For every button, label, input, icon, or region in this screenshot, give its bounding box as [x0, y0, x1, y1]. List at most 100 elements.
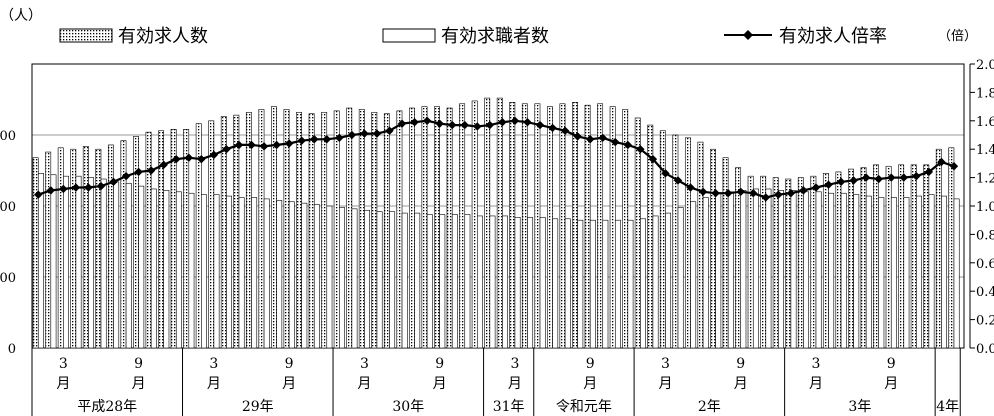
- ratio-point: [548, 123, 557, 133]
- ratio-point: [761, 193, 771, 202]
- ratio-point: [71, 183, 81, 192]
- bar-applicants: [878, 197, 885, 349]
- ratio-point: [272, 140, 281, 150]
- ratio-point: [422, 116, 432, 125]
- ratio-point: [59, 184, 68, 194]
- legend-label-openings: 有効求人数: [118, 26, 208, 47]
- bar-applicants: [790, 190, 797, 349]
- right-tick-label: 0.0: [976, 342, 994, 357]
- month-tick-number: 9: [586, 356, 595, 372]
- ratio-point: [799, 186, 808, 195]
- ratio-point: [535, 120, 545, 130]
- bar-applicants: [903, 197, 910, 349]
- bar-applicants: [138, 185, 145, 349]
- bar-openings: [183, 129, 190, 349]
- ratio-point: [861, 173, 871, 182]
- bar-openings: [810, 175, 817, 349]
- bar-openings: [659, 130, 666, 349]
- bar-openings: [308, 113, 315, 349]
- bar-openings: [722, 157, 729, 349]
- bar-applicants: [564, 218, 571, 349]
- bar-applicants: [752, 188, 759, 349]
- ratio-point: [736, 187, 745, 196]
- ratio-point: [485, 120, 495, 130]
- bar-applicants: [665, 212, 672, 349]
- bar-applicants: [953, 198, 960, 349]
- bar-openings: [785, 178, 792, 349]
- bar-applicants: [188, 192, 195, 349]
- month-tick-unit: 月: [56, 376, 70, 392]
- ratio-point: [836, 177, 846, 187]
- bar-openings: [923, 164, 930, 349]
- bar-applicants: [539, 217, 546, 349]
- bar-applicants: [263, 198, 270, 349]
- bar-openings: [133, 136, 139, 349]
- month-tick-unit: 月: [583, 376, 597, 392]
- bar-openings: [672, 134, 679, 349]
- legend-swatch-applicants: [382, 28, 436, 43]
- month-tick-number: 3: [209, 356, 218, 372]
- ratio-point: [247, 140, 256, 150]
- bar-applicants: [326, 205, 333, 349]
- bar-openings: [559, 103, 566, 349]
- bar-applicants: [740, 190, 747, 349]
- bar-applicants: [489, 215, 496, 349]
- bar-applicants: [840, 192, 847, 349]
- month-tick-unit: 月: [357, 376, 371, 392]
- bar-applicants: [715, 192, 722, 349]
- ratio-point: [34, 190, 43, 199]
- bar-applicants: [401, 212, 408, 349]
- bar-series: [32, 97, 960, 349]
- bar-applicants: [364, 209, 370, 349]
- bar-applicants: [865, 195, 872, 349]
- ratio-point: [372, 129, 382, 138]
- ratio-point: [673, 176, 683, 185]
- bar-openings: [509, 102, 516, 349]
- bar-openings: [760, 175, 767, 349]
- right-tick-label: 1.0: [976, 200, 994, 215]
- left-tick-label: 000: [0, 129, 16, 144]
- bar-applicants: [652, 215, 659, 349]
- bar-applicants: [251, 197, 258, 349]
- ratio-point: [774, 190, 783, 199]
- bar-applicants: [514, 217, 521, 349]
- bar-openings: [885, 165, 892, 349]
- month-tick-unit: 月: [433, 376, 447, 392]
- bar-openings: [684, 137, 691, 349]
- bar-openings: [446, 107, 453, 349]
- bar-applicants: [288, 201, 295, 349]
- ratio-point: [234, 140, 244, 150]
- ratio-point: [460, 120, 469, 130]
- bar-applicants: [426, 214, 433, 349]
- bar-applicants: [88, 177, 95, 349]
- bar-applicants: [577, 219, 584, 349]
- bar-applicants: [301, 202, 308, 349]
- month-tick-unit: 月: [734, 376, 748, 392]
- month-tick-number: 3: [360, 356, 369, 372]
- bar-openings: [546, 106, 553, 349]
- bar-applicants: [778, 190, 784, 349]
- right-tick-label: 0.8: [976, 228, 994, 243]
- bar-applicants: [238, 197, 245, 349]
- ratio-point: [749, 189, 758, 198]
- month-tick-number: 3: [510, 356, 519, 372]
- month-tick-number: 3: [661, 356, 670, 372]
- right-tick-label: 1.8: [976, 86, 994, 101]
- ratio-point: [159, 160, 168, 170]
- bar-applicants: [37, 173, 44, 349]
- ratio-point: [184, 153, 193, 162]
- bar-openings: [459, 103, 466, 349]
- ratio-point: [259, 142, 269, 151]
- bar-applicants: [941, 195, 947, 349]
- left-tick-label: 000: [0, 200, 16, 215]
- bar-openings: [697, 141, 704, 349]
- bar-openings: [358, 109, 365, 349]
- month-tick-unit: 月: [884, 376, 898, 392]
- legend-label-ratio: 有効求人倍率: [779, 26, 887, 47]
- ratio-point: [385, 126, 394, 135]
- ratio-point: [209, 150, 219, 160]
- ratio-point: [874, 174, 883, 184]
- bar-applicants: [828, 192, 835, 349]
- ratio-point: [146, 166, 156, 175]
